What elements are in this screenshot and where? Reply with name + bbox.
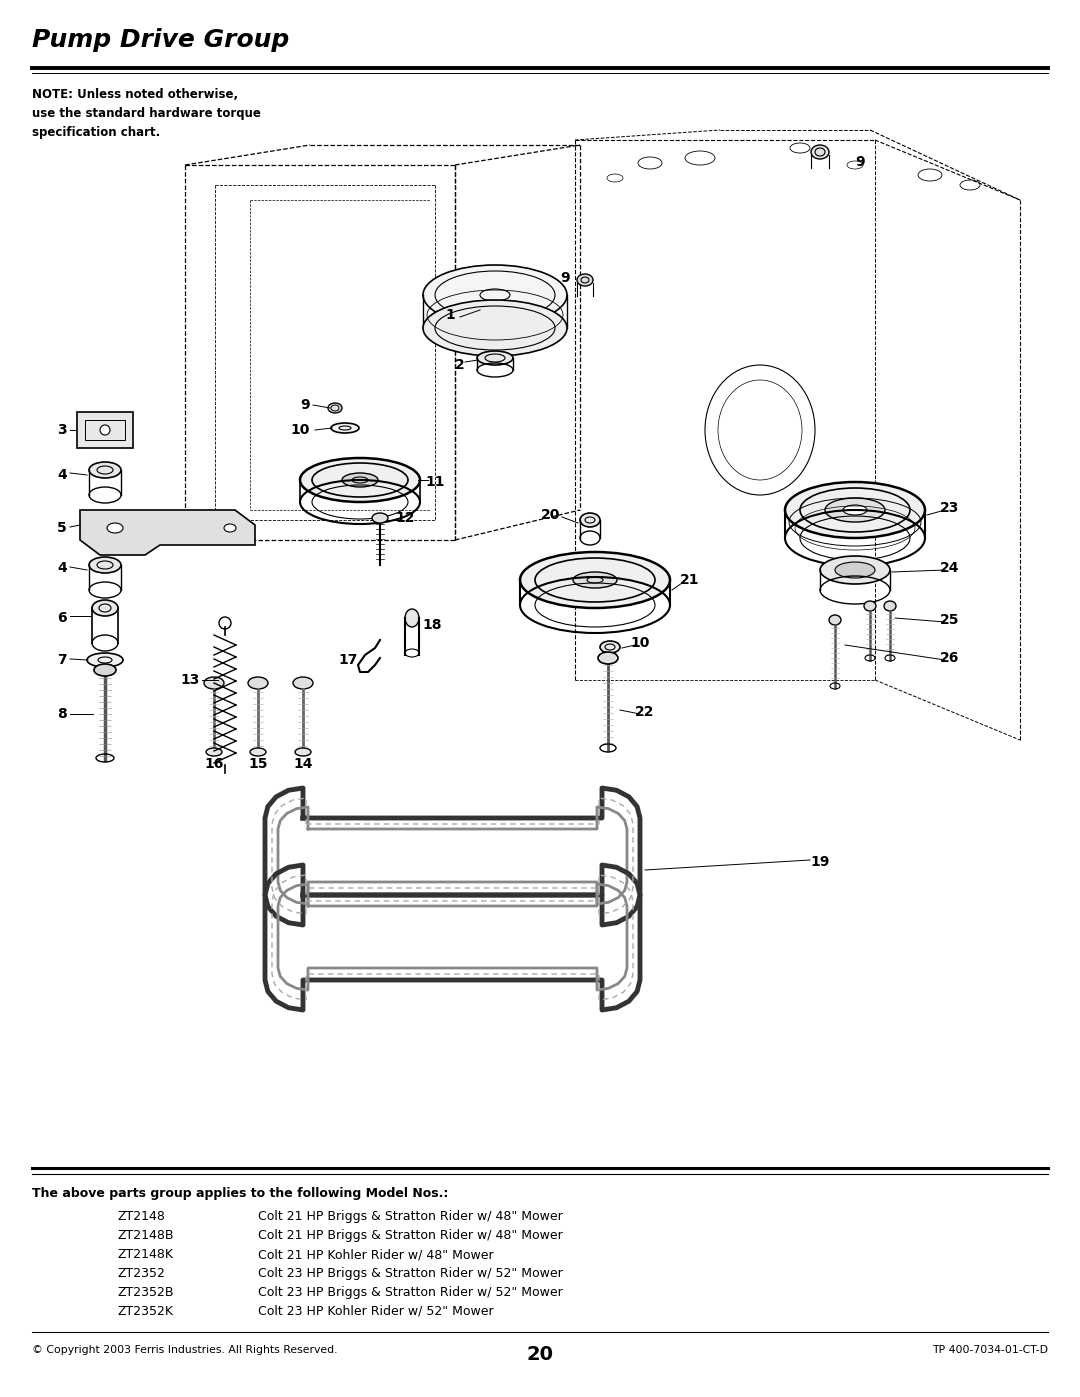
Text: 10: 10	[631, 636, 650, 650]
Ellipse shape	[293, 678, 313, 689]
Ellipse shape	[94, 664, 116, 676]
Text: 5: 5	[57, 521, 67, 535]
Ellipse shape	[342, 474, 378, 488]
Text: 16: 16	[204, 757, 224, 771]
Text: TP 400-7034-01-CT-D: TP 400-7034-01-CT-D	[932, 1345, 1048, 1355]
Ellipse shape	[519, 552, 670, 608]
Ellipse shape	[885, 601, 896, 610]
Bar	[77, 412, 133, 448]
Text: 20: 20	[541, 509, 561, 522]
Ellipse shape	[864, 601, 876, 610]
Ellipse shape	[423, 300, 567, 356]
Ellipse shape	[89, 557, 121, 573]
Text: 9: 9	[561, 271, 570, 285]
Ellipse shape	[204, 678, 224, 689]
Ellipse shape	[785, 482, 924, 538]
Bar	[85, 420, 125, 440]
Ellipse shape	[295, 747, 311, 756]
Text: Colt 23 HP Kohler Rider w/ 52" Mower: Colt 23 HP Kohler Rider w/ 52" Mower	[258, 1305, 494, 1317]
Ellipse shape	[89, 462, 121, 478]
Ellipse shape	[835, 562, 875, 578]
Text: Colt 21 HP Briggs & Stratton Rider w/ 48" Mower: Colt 21 HP Briggs & Stratton Rider w/ 48…	[258, 1229, 563, 1242]
Text: ZT2352K: ZT2352K	[118, 1305, 174, 1317]
Ellipse shape	[87, 652, 123, 666]
Text: 18: 18	[422, 617, 442, 631]
Ellipse shape	[423, 265, 567, 326]
Ellipse shape	[580, 513, 600, 527]
Ellipse shape	[600, 641, 620, 652]
Ellipse shape	[577, 274, 593, 286]
Text: Colt 23 HP Briggs & Stratton Rider w/ 52" Mower: Colt 23 HP Briggs & Stratton Rider w/ 52…	[258, 1267, 563, 1280]
Ellipse shape	[100, 425, 110, 434]
Text: 9: 9	[300, 398, 310, 412]
Text: 10: 10	[291, 423, 310, 437]
Text: 6: 6	[57, 610, 67, 624]
Text: 14: 14	[294, 757, 313, 771]
Text: Pump Drive Group: Pump Drive Group	[32, 28, 289, 52]
Text: 17: 17	[339, 652, 357, 666]
Text: 12: 12	[395, 511, 415, 525]
Text: 23: 23	[941, 502, 960, 515]
Text: 8: 8	[57, 707, 67, 721]
Text: Colt 23 HP Briggs & Stratton Rider w/ 52" Mower: Colt 23 HP Briggs & Stratton Rider w/ 52…	[258, 1287, 563, 1299]
Ellipse shape	[820, 556, 890, 584]
Text: 9: 9	[855, 155, 865, 169]
Ellipse shape	[843, 504, 867, 515]
Ellipse shape	[372, 513, 388, 522]
Text: 22: 22	[635, 705, 654, 719]
Text: 21: 21	[680, 573, 700, 587]
Ellipse shape	[811, 145, 829, 159]
Text: 3: 3	[57, 423, 67, 437]
Polygon shape	[80, 510, 255, 555]
Ellipse shape	[249, 747, 266, 756]
Text: 25: 25	[941, 613, 960, 627]
Text: ZT2148B: ZT2148B	[118, 1229, 175, 1242]
Text: 24: 24	[941, 562, 960, 576]
Text: Colt 21 HP Briggs & Stratton Rider w/ 48" Mower: Colt 21 HP Briggs & Stratton Rider w/ 48…	[258, 1210, 563, 1222]
Text: ZT2352: ZT2352	[118, 1267, 166, 1280]
Text: © Copyright 2003 Ferris Industries. All Rights Reserved.: © Copyright 2003 Ferris Industries. All …	[32, 1345, 337, 1355]
Text: 19: 19	[810, 855, 829, 869]
Text: The above parts group applies to the following Model Nos.:: The above parts group applies to the fol…	[32, 1187, 448, 1200]
Ellipse shape	[107, 522, 123, 534]
Ellipse shape	[330, 423, 359, 433]
Ellipse shape	[92, 599, 118, 616]
Text: 11: 11	[426, 475, 445, 489]
Ellipse shape	[206, 747, 222, 756]
Text: 1: 1	[445, 307, 455, 321]
Text: 13: 13	[180, 673, 200, 687]
Text: 15: 15	[248, 757, 268, 771]
Ellipse shape	[573, 571, 617, 588]
Text: ZT2148: ZT2148	[118, 1210, 166, 1222]
Ellipse shape	[829, 615, 841, 624]
Text: ZT2352B: ZT2352B	[118, 1287, 175, 1299]
Ellipse shape	[598, 652, 618, 664]
Text: 4: 4	[57, 468, 67, 482]
Ellipse shape	[328, 402, 342, 414]
Text: 26: 26	[941, 651, 960, 665]
Ellipse shape	[224, 524, 237, 532]
Text: 2: 2	[455, 358, 464, 372]
Ellipse shape	[477, 351, 513, 365]
Text: 7: 7	[57, 652, 67, 666]
Text: 20: 20	[527, 1345, 554, 1363]
Text: Colt 21 HP Kohler Rider w/ 48" Mower: Colt 21 HP Kohler Rider w/ 48" Mower	[258, 1248, 494, 1261]
Ellipse shape	[300, 458, 420, 502]
Ellipse shape	[825, 497, 885, 522]
Text: 4: 4	[57, 562, 67, 576]
Ellipse shape	[248, 678, 268, 689]
Text: NOTE: Unless noted otherwise,
use the standard hardware torque
specification cha: NOTE: Unless noted otherwise, use the st…	[32, 88, 261, 138]
Text: ZT2148K: ZT2148K	[118, 1248, 174, 1261]
Ellipse shape	[405, 609, 419, 627]
